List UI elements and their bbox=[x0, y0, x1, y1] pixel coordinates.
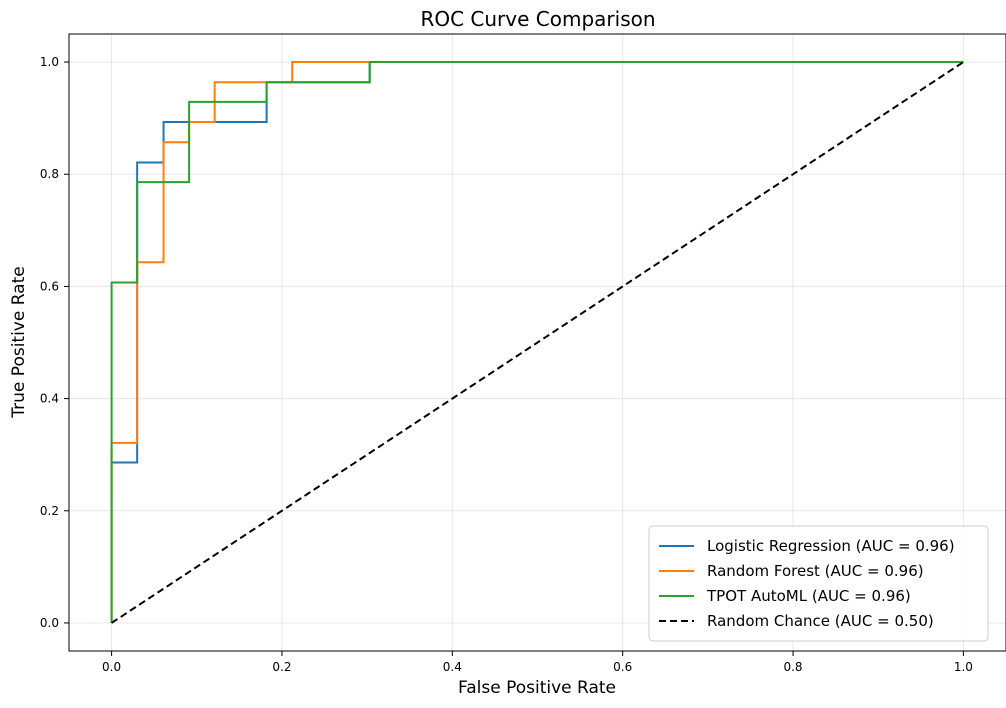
x-tick-label: 1.0 bbox=[954, 660, 973, 674]
x-tick-label: 0.8 bbox=[783, 660, 802, 674]
legend-box bbox=[648, 525, 989, 642]
x-tick-label: 0.2 bbox=[272, 660, 291, 674]
y-tick-label: 0.6 bbox=[40, 279, 59, 293]
chart-title: ROC Curve Comparison bbox=[420, 7, 655, 31]
grid-layer bbox=[69, 34, 1006, 651]
y-axis-title: True Positive Rate bbox=[9, 266, 29, 418]
y-tick-label: 0.2 bbox=[40, 504, 59, 518]
line-layer bbox=[110, 61, 964, 624]
y-tick-label: 1.0 bbox=[40, 55, 59, 69]
legend-label-2: Random Forest (AUC = 0.96) bbox=[707, 562, 924, 580]
legend: Logistic Regression (AUC = 0.96) Random F… bbox=[648, 525, 989, 642]
plot-frame bbox=[68, 33, 1006, 652]
y-tick-label: 0.0 bbox=[40, 616, 59, 630]
x-tick-label: 0.4 bbox=[443, 660, 462, 674]
x-tick-label: 0.0 bbox=[102, 660, 121, 674]
series-line-3 bbox=[110, 61, 964, 623]
y-tick-label: 0.8 bbox=[40, 167, 59, 181]
y-tick-label: 0.4 bbox=[40, 392, 59, 406]
legend-label-3: TPOT AutoML (AUC = 0.96) bbox=[706, 587, 911, 605]
tick-layer: 0.0 0.2 0.4 0.6 0.8 1.0 0.0 0.2 0.4 0.6 0.8 1.0 bbox=[40, 55, 973, 674]
legend-label-4: Random Chance (AUC = 0.50) bbox=[707, 612, 934, 630]
series-line-4 bbox=[111, 61, 964, 624]
x-tick-label: 0.6 bbox=[613, 660, 632, 674]
legend-label-1: Logistic Regression (AUC = 0.96) bbox=[707, 537, 955, 555]
x-axis-title: False Positive Rate bbox=[458, 678, 616, 698]
